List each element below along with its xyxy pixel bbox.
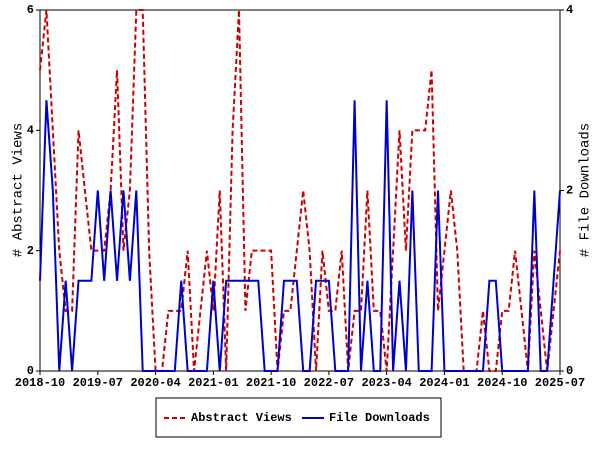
line-series xyxy=(39,100,561,372)
line-series xyxy=(39,9,561,372)
x-tick-label: 2019-07 xyxy=(73,376,123,390)
y2-axis-title: # File Downloads xyxy=(578,123,594,257)
y2-tick-label: 4 xyxy=(566,3,573,17)
x-tick-label: 2025-07 xyxy=(535,376,585,390)
x-tick-label: 2024-01 xyxy=(419,376,469,390)
x-tick-label: 2021-01 xyxy=(188,376,238,390)
x-tick-label: 2024-10 xyxy=(477,376,527,390)
y-tick-label: 4 xyxy=(27,124,34,138)
legend-label: File Downloads xyxy=(329,411,430,425)
y2-tick-label: 0 xyxy=(566,364,573,378)
legend-label: Abstract Views xyxy=(191,411,292,425)
y2-tick-label: 2 xyxy=(566,184,573,198)
x-tick-label: 2018-10 xyxy=(15,376,65,390)
y-tick-label: 2 xyxy=(27,244,34,258)
x-tick-label: 2023-04 xyxy=(361,376,411,390)
legend-box xyxy=(155,397,442,438)
y-axis-title: # Abstract Views xyxy=(11,123,27,257)
x-tick-label: 2020-04 xyxy=(130,376,180,390)
y-tick-label: 6 xyxy=(27,3,34,17)
y-tick-label: 0 xyxy=(27,364,34,378)
x-tick-label: 2021-10 xyxy=(246,376,296,390)
x-tick-label: 2022-07 xyxy=(304,376,354,390)
